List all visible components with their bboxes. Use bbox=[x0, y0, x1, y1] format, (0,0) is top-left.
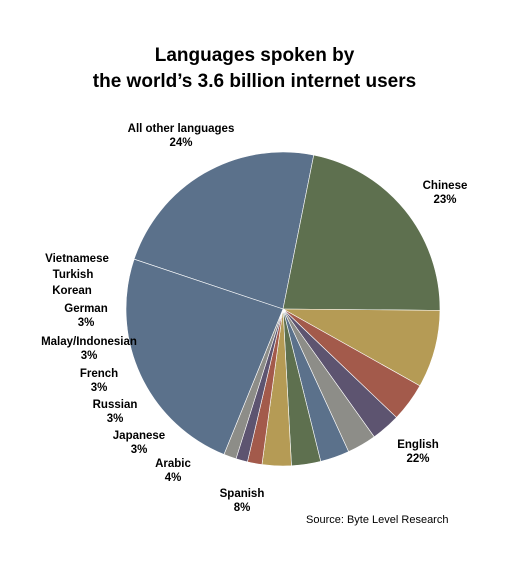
slice-value-label: 23% bbox=[433, 194, 456, 206]
slice-label: Arabic bbox=[155, 458, 191, 470]
source-note: Source: Byte Level Research bbox=[306, 514, 448, 526]
chart-title-line-1: Languages spoken by bbox=[154, 45, 355, 66]
pie-labels: Chinese 23% English 22% Spanish 8% Arabic 4% Jap… bbox=[41, 123, 467, 514]
slice-label: Spanish bbox=[220, 488, 265, 500]
slice-value-label: 3% bbox=[131, 444, 148, 456]
pie-slice-chinese bbox=[133, 151, 315, 310]
chart-title-line-2: the world’s 3.6 billion internet users bbox=[92, 71, 417, 92]
slice-label: Russian bbox=[93, 399, 138, 411]
slice-label: Turkish bbox=[53, 269, 94, 281]
slice-label: German bbox=[64, 303, 107, 315]
slice-label: Malay/Indonesian bbox=[41, 336, 137, 348]
slice-value-label: 24% bbox=[169, 137, 192, 149]
slice-label: Chinese bbox=[423, 180, 468, 192]
slice-label: All other languages bbox=[128, 123, 235, 135]
slice-value-label: 3% bbox=[81, 350, 98, 362]
slice-value-label: 4% bbox=[165, 472, 182, 484]
slice-label: Vietnamese bbox=[45, 253, 109, 265]
slice-value-label: 3% bbox=[78, 317, 95, 329]
slice-value-label: 8% bbox=[234, 502, 251, 514]
slice-label: French bbox=[80, 368, 118, 380]
pie-slices bbox=[125, 151, 441, 467]
slice-label: Korean bbox=[52, 285, 92, 297]
slice-label: Japanese bbox=[113, 430, 165, 442]
slice-value-label: 3% bbox=[91, 382, 108, 394]
slice-value-label: 22% bbox=[406, 453, 429, 465]
slice-label: English bbox=[397, 439, 439, 451]
slice-value-label: 3% bbox=[107, 413, 124, 425]
pie-slice-english bbox=[282, 154, 441, 311]
pie-slice-all-other-languages bbox=[125, 258, 284, 455]
